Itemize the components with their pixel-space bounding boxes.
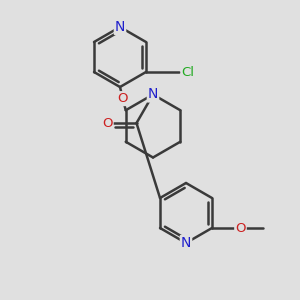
Text: N: N xyxy=(148,88,158,101)
Text: O: O xyxy=(118,92,128,105)
Text: Cl: Cl xyxy=(182,65,194,79)
Text: N: N xyxy=(115,20,125,34)
Text: O: O xyxy=(235,221,246,235)
Text: O: O xyxy=(102,117,113,130)
Text: N: N xyxy=(181,236,191,250)
